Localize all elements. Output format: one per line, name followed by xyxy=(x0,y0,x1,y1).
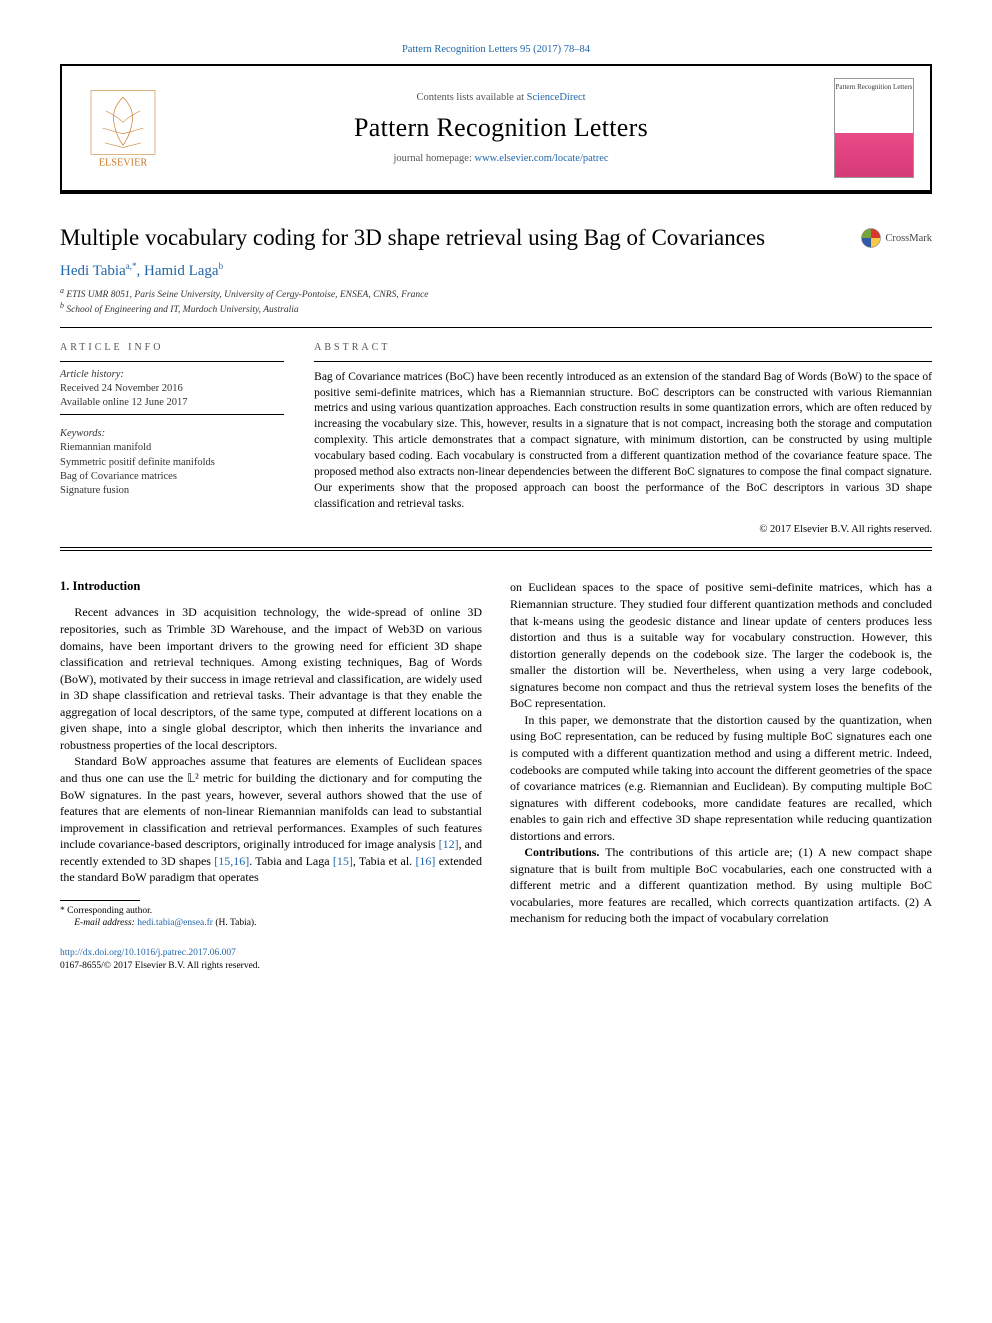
divider xyxy=(60,327,932,328)
cover-mini-title: Pattern Recognition Letters xyxy=(835,79,913,91)
svg-text:ELSEVIER: ELSEVIER xyxy=(99,158,148,168)
divider xyxy=(60,547,932,548)
homepage-link[interactable]: www.elsevier.com/locate/patrec xyxy=(475,153,609,164)
intro-para-2: Standard BoW approaches assume that feat… xyxy=(60,753,482,885)
keyword-4: Signature fusion xyxy=(60,485,129,496)
authors: Hedi Tabiaa,*, Hamid Lagab xyxy=(60,261,932,280)
keyword-2: Symmetric positif definite manifolds xyxy=(60,457,215,468)
sciencedirect-link[interactable]: ScienceDirect xyxy=(527,92,586,103)
contents-available: Contents lists available at ScienceDirec… xyxy=(168,92,834,103)
col2-para-2: In this paper, we demonstrate that the d… xyxy=(510,712,932,844)
journal-title: Pattern Recognition Letters xyxy=(168,113,834,143)
author-2-name[interactable]: Hamid Laga xyxy=(144,263,219,279)
article-info-label: ARTICLE INFO xyxy=(60,342,284,353)
history-label: Article history: xyxy=(60,369,124,380)
ref-16[interactable]: [16] xyxy=(415,854,435,868)
citation-link[interactable]: Pattern Recognition Letters 95 (2017) 78… xyxy=(402,44,590,55)
email-label: E-mail address: xyxy=(74,918,135,928)
keyword-1: Riemannian manifold xyxy=(60,442,151,453)
elsevier-logo: ELSEVIER xyxy=(78,78,168,178)
homepage-label: journal homepage: xyxy=(393,153,474,164)
citation-header: Pattern Recognition Letters 95 (2017) 78… xyxy=(60,40,932,56)
footnote-separator xyxy=(60,900,140,901)
corresponding-author: Corresponding author. xyxy=(67,906,152,916)
body-column-right: on Euclidean spaces to the space of posi… xyxy=(510,579,932,929)
body-column-left: 1. Introduction Recent advances in 3D ac… xyxy=(60,579,482,929)
contents-prefix: Contents lists available at xyxy=(416,92,526,103)
keyword-3: Bag of Covariance matrices xyxy=(60,471,177,482)
issn-copyright: 0167-8655/© 2017 Elsevier B.V. All right… xyxy=(60,961,260,971)
page-footer: http://dx.doi.org/10.1016/j.patrec.2017.… xyxy=(60,947,932,972)
crossmark-label: CrossMark xyxy=(885,233,932,244)
history-online: Available online 12 June 2017 xyxy=(60,397,188,408)
contributions-label: Contributions. xyxy=(524,845,599,859)
article-history: Article history: Received 24 November 20… xyxy=(60,361,284,416)
ref-15[interactable]: [15] xyxy=(333,854,353,868)
article-title: Multiple vocabulary coding for 3D shape … xyxy=(60,224,861,253)
keywords-label: Keywords: xyxy=(60,428,105,439)
corresponding-email[interactable]: hedi.tabia@ensea.fr xyxy=(137,918,213,928)
author-1-name[interactable]: Hedi Tabia xyxy=(60,263,126,279)
history-received: Received 24 November 2016 xyxy=(60,383,183,394)
affil-a: ETIS UMR 8051, Paris Seine University, U… xyxy=(66,290,428,300)
journal-header-box: ELSEVIER Contents lists available at Sci… xyxy=(60,64,932,194)
doi-link[interactable]: http://dx.doi.org/10.1016/j.patrec.2017.… xyxy=(60,948,236,958)
section-1-heading: 1. Introduction xyxy=(60,579,482,594)
divider xyxy=(60,550,932,551)
email-suffix: (H. Tabia). xyxy=(215,918,256,928)
affiliations: a ETIS UMR 8051, Paris Seine University,… xyxy=(60,286,932,317)
crossmark-icon xyxy=(861,228,881,248)
crossmark-badge[interactable]: CrossMark xyxy=(861,228,932,248)
abstract-copyright: © 2017 Elsevier B.V. All rights reserved… xyxy=(314,524,932,535)
author-2-sup: b xyxy=(219,261,224,271)
col2-para-3: Contributions. The contributions of this… xyxy=(510,844,932,927)
footnote: * Corresponding author. E-mail address: … xyxy=(60,905,482,930)
keywords-block: Keywords: Riemannian manifold Symmetric … xyxy=(60,427,284,498)
ref-12[interactable]: [12] xyxy=(439,837,459,851)
abstract-label: ABSTRACT xyxy=(314,342,932,353)
ref-15-16[interactable]: [15,16] xyxy=(214,854,249,868)
journal-cover-thumbnail: Pattern Recognition Letters xyxy=(834,78,914,178)
col2-para-1: on Euclidean spaces to the space of posi… xyxy=(510,579,932,711)
abstract-text: Bag of Covariance matrices (BoC) have be… xyxy=(314,370,932,513)
journal-homepage: journal homepage: www.elsevier.com/locat… xyxy=(168,153,834,164)
intro-para-1: Recent advances in 3D acquisition techno… xyxy=(60,604,482,753)
affil-b: School of Engineering and IT, Murdoch Un… xyxy=(66,305,298,315)
author-1-sup: a,* xyxy=(126,261,137,271)
